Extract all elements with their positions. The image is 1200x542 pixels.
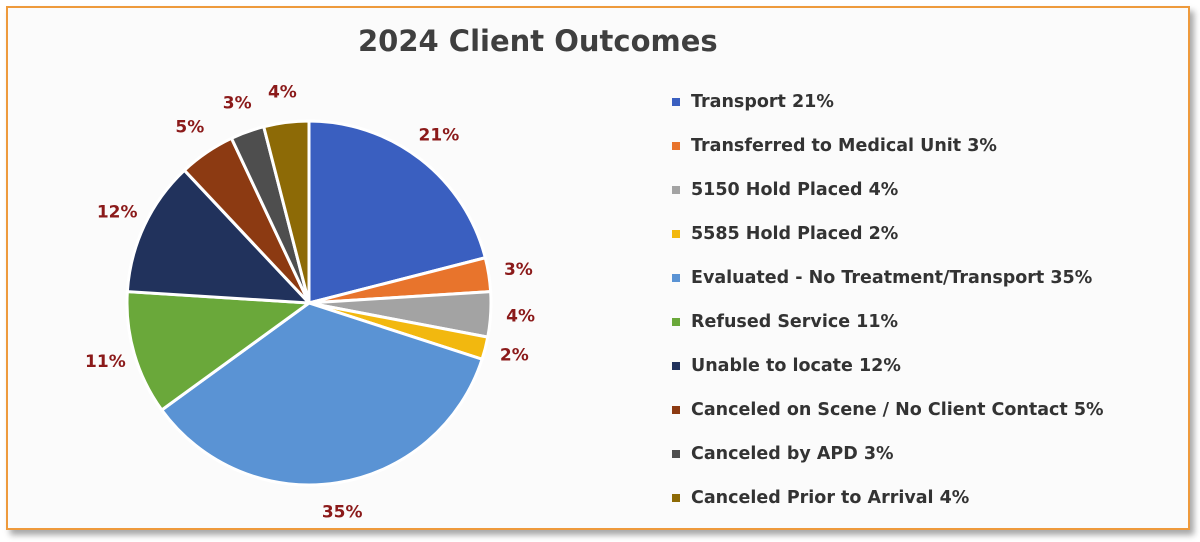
legend-item: Refused Service 11%: [672, 300, 1104, 344]
legend-swatch: [672, 494, 680, 502]
pie-slice: [159, 301, 484, 487]
legend-swatch: [672, 450, 680, 458]
legend-swatch: [672, 318, 680, 326]
slice-data-label: 4%: [268, 83, 297, 103]
legend-item: Evaluated - No Treatment/Transport 35%: [672, 256, 1104, 300]
legend-swatch: [672, 186, 680, 194]
legend-item: 5150 Hold Placed 4%: [672, 168, 1104, 212]
legend-item: Transferred to Medical Unit 3%: [672, 124, 1104, 168]
legend-swatch: [672, 230, 680, 238]
slice-data-label: 3%: [504, 260, 533, 280]
pie-slice: [307, 119, 488, 305]
pie-slice: [261, 119, 311, 304]
legend-swatch: [672, 362, 680, 370]
slice-data-label: 35%: [322, 502, 363, 522]
legend-swatch: [672, 406, 680, 414]
legend-label: Canceled on Scene / No Client Contact 5%: [691, 400, 1104, 420]
legend-label: 5150 Hold Placed 4%: [691, 180, 899, 200]
chart-legend: Transport 21% Transferred to Medical Unit…: [672, 80, 1104, 520]
pie-slice: [125, 168, 313, 305]
slice-data-label: 4%: [506, 306, 535, 326]
legend-item: Canceled by APD 3%: [672, 432, 1104, 476]
legend-label: Unable to locate 12%: [691, 356, 901, 376]
legend-item: Canceled Prior to Arrival 4%: [672, 476, 1104, 520]
pie-slice: [125, 289, 314, 413]
legend-swatch: [672, 274, 680, 282]
legend-label: Transport 21%: [691, 92, 834, 112]
slice-data-label: 11%: [85, 352, 126, 372]
slice-data-label: 3%: [223, 94, 252, 114]
legend-label: Canceled Prior to Arrival 4%: [691, 488, 970, 508]
slice-data-label: 21%: [419, 126, 460, 146]
legend-item: Unable to locate 12%: [672, 344, 1104, 388]
legend-label: Refused Service 11%: [691, 312, 899, 332]
legend-item: 5585 Hold Placed 2%: [672, 212, 1104, 256]
legend-label: Evaluated - No Treatment/Transport 35%: [691, 268, 1093, 288]
chart-title: 2024 Client Outcomes: [358, 24, 718, 58]
legend-label: 5585 Hold Placed 2%: [691, 224, 899, 244]
legend-label: Transferred to Medical Unit 3%: [691, 136, 997, 156]
legend-swatch: [672, 98, 680, 106]
legend-item: Canceled on Scene / No Client Contact 5%: [672, 388, 1104, 432]
legend-label: Canceled by APD 3%: [691, 444, 894, 464]
legend-item: Transport 21%: [672, 80, 1104, 124]
legend-swatch: [672, 142, 680, 150]
slice-data-label: 2%: [500, 346, 529, 366]
slice-data-label: 12%: [97, 203, 138, 223]
slice-data-label: 5%: [175, 118, 204, 138]
